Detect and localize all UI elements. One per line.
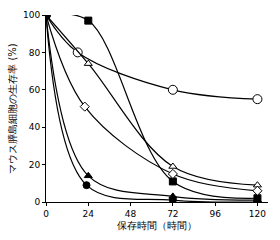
svg-text:100: 100 (23, 10, 40, 20)
svg-text:0: 0 (43, 209, 49, 219)
svg-text:80: 80 (29, 48, 41, 58)
svg-text:60: 60 (29, 85, 41, 95)
svg-text:72: 72 (167, 209, 178, 219)
svg-text:20: 20 (29, 160, 41, 170)
svg-text:保存時間（時間）: 保存時間（時間） (117, 220, 197, 231)
svg-text:40: 40 (29, 122, 41, 132)
svg-text:96: 96 (209, 209, 221, 219)
svg-text:24: 24 (83, 209, 95, 219)
svg-text:0: 0 (34, 197, 40, 207)
svg-text:48: 48 (125, 209, 137, 219)
svg-text:マウス膵島細胞の生存率 (%): マウス膵島細胞の生存率 (%) (7, 43, 18, 174)
svg-text:120: 120 (249, 209, 266, 219)
